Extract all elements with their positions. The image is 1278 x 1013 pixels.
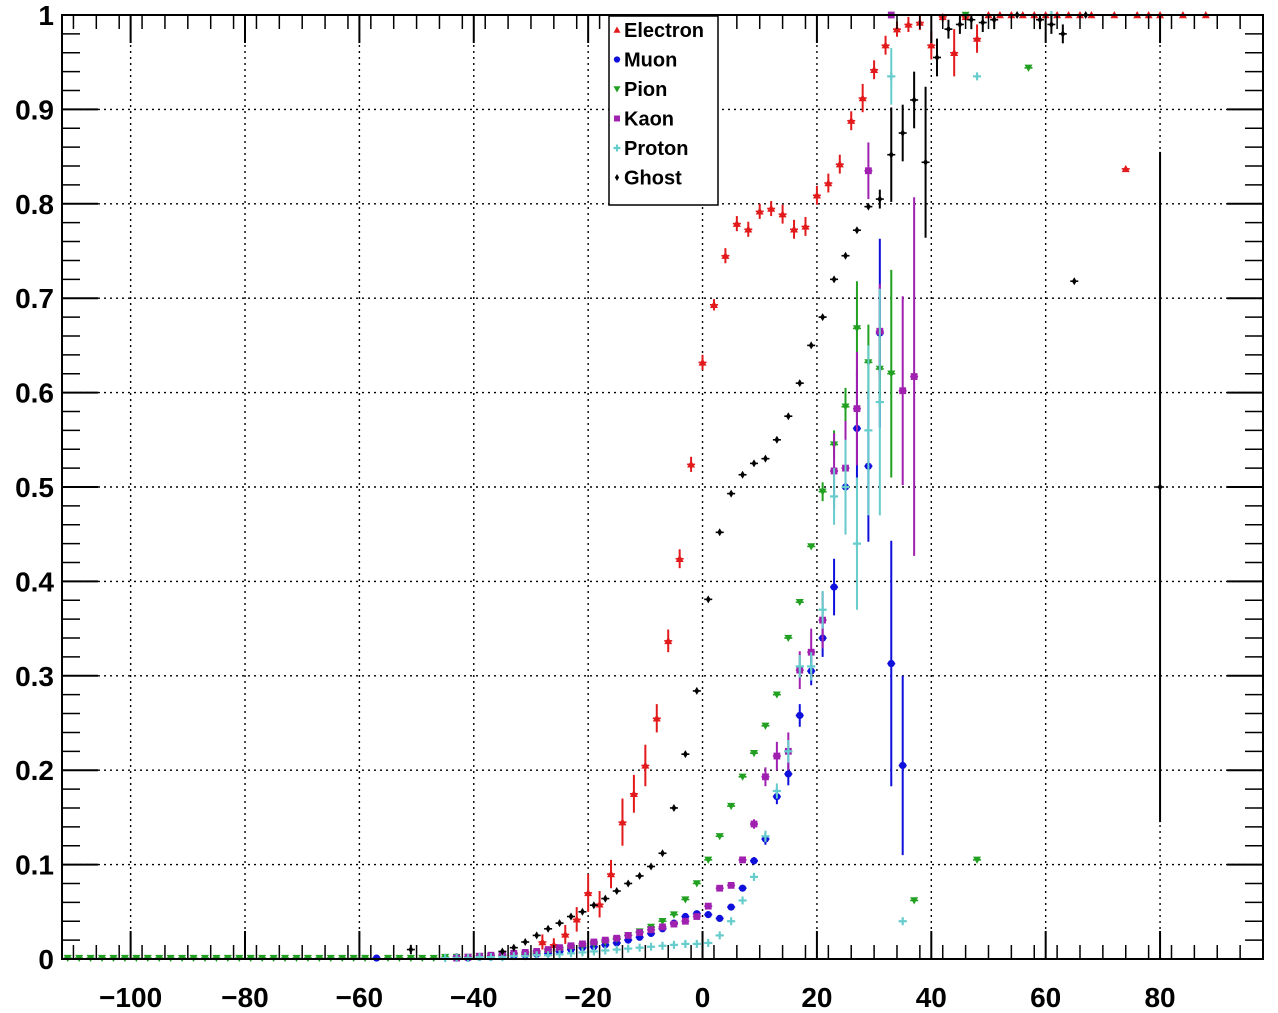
data-point-kaon (624, 932, 632, 939)
y-tick-label: 0 (38, 944, 54, 975)
marker (602, 937, 609, 944)
legend-item-proton: Proton (614, 138, 689, 160)
data-point-kaon (693, 913, 701, 920)
marker (888, 660, 895, 667)
data-point-kaon (704, 903, 712, 910)
marker (579, 940, 586, 947)
x-tick-label: −20 (564, 982, 612, 1013)
data-point-kaon (636, 929, 644, 936)
x-tick-label: 60 (1030, 982, 1061, 1013)
legend-label: Muon (624, 50, 677, 72)
data-point-kaon (613, 935, 621, 942)
legend-label: Electron (624, 20, 704, 42)
data-point-kaon (739, 856, 747, 863)
marker (636, 929, 643, 936)
legend-label: Kaon (624, 109, 674, 131)
x-tick-label: 40 (916, 982, 947, 1013)
y-tick-label: 0.3 (15, 661, 54, 692)
marker (911, 373, 918, 380)
marker (854, 405, 861, 412)
data-point-kaon (578, 940, 586, 947)
y-tick-label: 0.8 (15, 189, 54, 220)
x-tick-label: −40 (450, 982, 498, 1013)
y-tick-label: 0.4 (15, 566, 54, 597)
legend-label: Proton (624, 138, 688, 160)
legend-marker (614, 56, 620, 62)
marker (556, 944, 563, 951)
y-tick-label: 0.6 (15, 378, 54, 409)
marker (785, 770, 792, 777)
data-point-kaon (601, 937, 609, 944)
x-tick-label: 80 (1144, 982, 1175, 1013)
legend-label: Ghost (624, 168, 682, 190)
data-point-kaon (727, 882, 735, 889)
data-point-kaon (590, 939, 598, 946)
marker (705, 903, 712, 910)
data-point-kaon (670, 921, 678, 928)
data-point-kaon (681, 918, 689, 925)
legend: Electron Muon Pion Kaon Proton Ghost (609, 16, 718, 205)
legend-label: Pion (624, 79, 667, 101)
marker (625, 932, 632, 939)
legend-item-muon: Muon (614, 50, 677, 72)
marker (693, 913, 700, 920)
marker (773, 753, 780, 760)
marker (716, 915, 723, 922)
marker (739, 856, 746, 863)
marker (739, 885, 746, 892)
x-tick-label: 20 (801, 982, 832, 1013)
marker (568, 942, 575, 949)
marker (671, 921, 678, 928)
data-point-kaon (647, 926, 655, 933)
marker (716, 885, 723, 892)
marker (899, 762, 906, 769)
marker (762, 773, 769, 780)
y-tick-label: 0.5 (15, 472, 54, 503)
marker (648, 926, 655, 933)
y-tick-label: 0.7 (15, 283, 54, 314)
marker (865, 167, 872, 174)
y-tick-label: 0.2 (15, 755, 54, 786)
marker (899, 387, 906, 394)
marker (830, 583, 837, 590)
data-point-kaon (750, 819, 758, 828)
marker (705, 911, 712, 918)
marker (613, 935, 620, 942)
y-tick-label: 0.9 (15, 94, 54, 125)
marker (659, 924, 666, 931)
x-tick-label: −60 (336, 982, 384, 1013)
marker (728, 882, 735, 889)
marker (750, 857, 757, 864)
legend-item-kaon: Kaon (614, 109, 674, 131)
data-point-kaon (556, 944, 564, 951)
data-point-kaon (659, 924, 667, 931)
marker (728, 903, 735, 910)
x-tick-label: −80 (221, 982, 269, 1013)
legend-marker (614, 116, 620, 122)
marker (590, 939, 597, 946)
legend-item-ghost: Ghost (615, 168, 682, 190)
y-tick-label: 1 (38, 0, 54, 31)
y-tick-label: 0.1 (15, 850, 54, 881)
x-tick-label: 0 (695, 982, 711, 1013)
data-point-kaon (567, 942, 575, 949)
legend-item-electron: Electron (614, 20, 705, 42)
marker (751, 821, 758, 828)
x-tick-label: −100 (99, 982, 162, 1013)
marker (682, 918, 689, 925)
data-point-kaon (716, 885, 724, 892)
marker (796, 712, 803, 719)
